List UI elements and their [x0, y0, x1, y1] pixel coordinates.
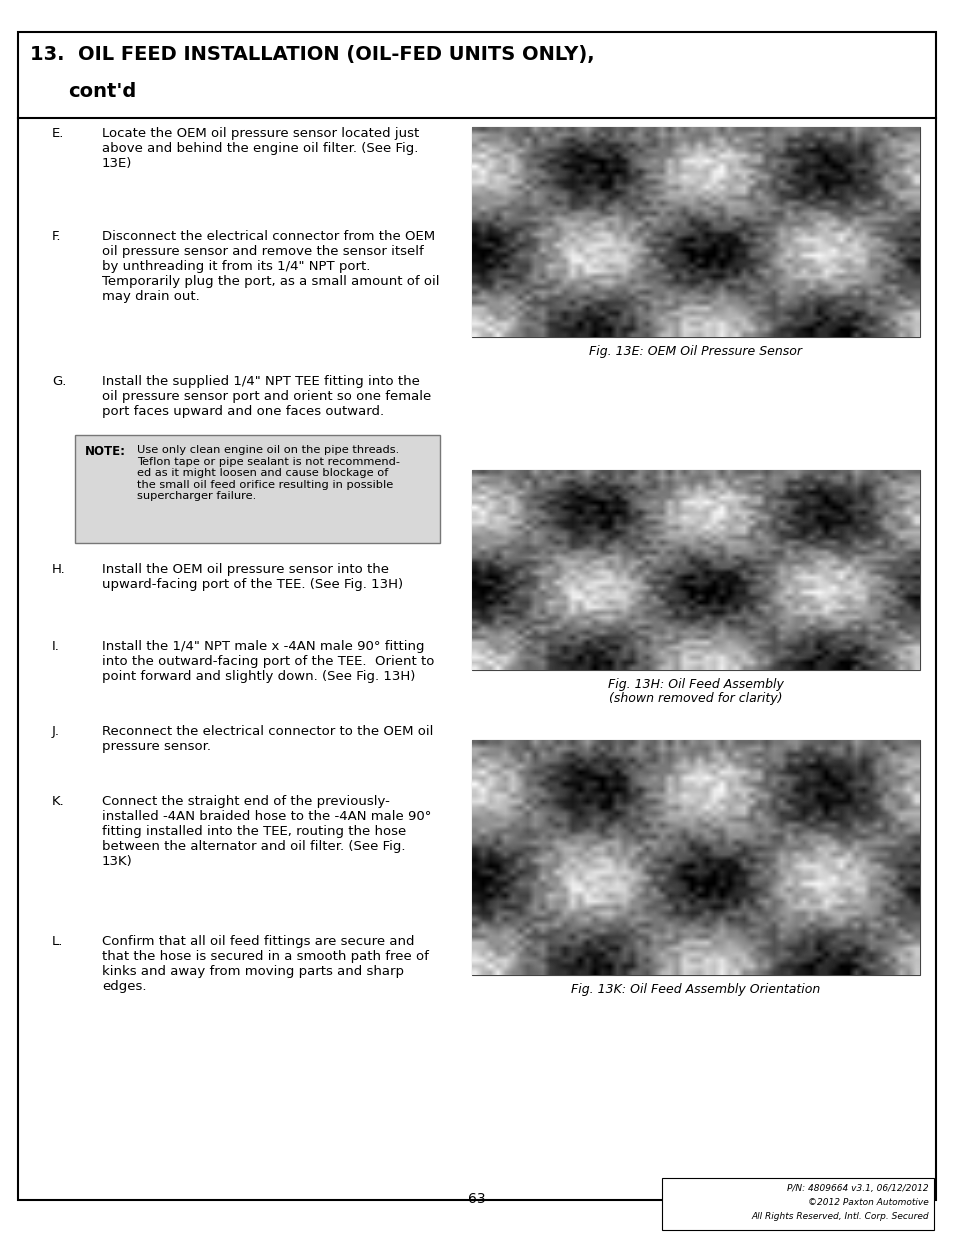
Bar	[472, 127, 919, 337]
Text: (shown removed for clarity): (shown removed for clarity)	[609, 692, 781, 705]
Text: K.: K.	[52, 795, 65, 808]
Text: G.: G.	[52, 375, 67, 388]
Text: Fig. 13H: Oil Feed Assembly: Fig. 13H: Oil Feed Assembly	[607, 678, 783, 692]
Text: Locate the OEM oil pressure sensor located just
above and behind the engine oil : Locate the OEM oil pressure sensor locat…	[102, 127, 418, 170]
Bar	[472, 471, 919, 671]
Text: H.: H.	[52, 563, 66, 576]
Bar	[661, 1178, 933, 1230]
Bar	[75, 435, 439, 543]
Text: NOTE:: NOTE:	[85, 445, 126, 458]
Text: Reconnect the electrical connector to the OEM oil
pressure sensor.: Reconnect the electrical connector to th…	[102, 725, 433, 753]
Text: All Rights Reserved, Intl. Corp. Secured: All Rights Reserved, Intl. Corp. Secured	[751, 1212, 928, 1221]
Text: Use only clean engine oil on the pipe threads.
Teflon tape or pipe sealant is no: Use only clean engine oil on the pipe th…	[137, 445, 399, 501]
Text: cont'd: cont'd	[68, 82, 136, 101]
Text: J.: J.	[52, 725, 60, 739]
Bar	[472, 740, 919, 974]
Text: Disconnect the electrical connector from the OEM
oil pressure sensor and remove : Disconnect the electrical connector from…	[102, 230, 439, 303]
Text: Fig. 13E: OEM Oil Pressure Sensor: Fig. 13E: OEM Oil Pressure Sensor	[589, 345, 801, 358]
Text: I.: I.	[52, 640, 60, 653]
Text: Install the supplied 1/4" NPT TEE fitting into the
oil pressure sensor port and : Install the supplied 1/4" NPT TEE fittin…	[102, 375, 431, 417]
Text: L.: L.	[52, 935, 63, 948]
Text: 13.  OIL FEED INSTALLATION (OIL-FED UNITS ONLY),: 13. OIL FEED INSTALLATION (OIL-FED UNITS…	[30, 44, 594, 64]
Text: ©2012 Paxton Automotive: ©2012 Paxton Automotive	[807, 1198, 928, 1207]
Text: Fig. 13K: Oil Feed Assembly Orientation: Fig. 13K: Oil Feed Assembly Orientation	[571, 983, 820, 995]
Text: Connect the straight end of the previously-
installed -4AN braided hose to the -: Connect the straight end of the previous…	[102, 795, 431, 868]
Text: 63: 63	[468, 1192, 485, 1207]
Text: E.: E.	[52, 127, 64, 140]
Text: Install the 1/4" NPT male x -4AN male 90° fitting
into the outward-facing port o: Install the 1/4" NPT male x -4AN male 90…	[102, 640, 434, 683]
Text: Confirm that all oil feed fittings are secure and
that the hose is secured in a : Confirm that all oil feed fittings are s…	[102, 935, 429, 993]
Text: P/N: 4809664 v3.1, 06/12/2012: P/N: 4809664 v3.1, 06/12/2012	[786, 1184, 928, 1193]
Text: Install the OEM oil pressure sensor into the
upward-facing port of the TEE. (See: Install the OEM oil pressure sensor into…	[102, 563, 403, 592]
Text: F.: F.	[52, 230, 61, 243]
